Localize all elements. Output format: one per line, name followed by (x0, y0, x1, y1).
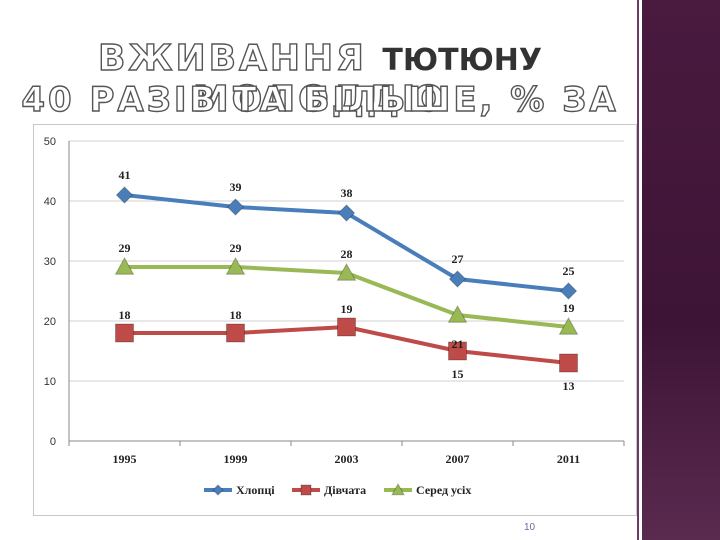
data-point-square (559, 353, 578, 373)
data-label: 29 (119, 241, 131, 255)
legend-marker-triangle (391, 482, 405, 496)
chart-frame: 0 10 20 30 40 50 1995 1999 2003 2007 2011 41 39 38 27 2… (33, 124, 637, 516)
y-tick-label: 10 (44, 376, 56, 388)
data-point-triangle (336, 262, 357, 281)
title-word-3: МОЛОДДЮ (192, 78, 448, 120)
data-label: 28 (341, 247, 353, 261)
data-point-triangle (447, 304, 468, 323)
data-point-diamond (337, 204, 356, 222)
data-label: 39 (230, 180, 242, 194)
data-label: 19 (341, 302, 353, 316)
data-point-square (226, 323, 245, 343)
page-number: 10 (524, 522, 536, 533)
data-point-diamond (559, 282, 578, 300)
data-label: 18 (230, 308, 242, 322)
legend-label: Серед усіх (416, 483, 471, 497)
title-word-2: ТЮТЮНУ (382, 43, 543, 78)
x-tick-label: 2003 (335, 452, 359, 466)
data-label: 19 (563, 301, 575, 315)
y-tick-label: 50 (44, 136, 56, 148)
legend-label: Хлопці (236, 483, 275, 497)
x-tick-label: 2011 (557, 452, 580, 466)
y-tick-label: 0 (50, 436, 56, 448)
data-point-diamond (448, 270, 467, 288)
title-word-1: ВЖИВАННЯ (97, 37, 367, 79)
legend-marker-diamond (212, 484, 224, 496)
data-label: 15 (452, 367, 464, 381)
data-label: 27 (452, 252, 464, 266)
data-label: 41 (119, 168, 131, 182)
x-tick-label: 1995 (113, 452, 137, 466)
y-tick-label: 20 (44, 316, 56, 328)
data-point-square (337, 317, 356, 337)
data-point-square (448, 341, 467, 361)
data-label: 38 (341, 186, 353, 200)
data-label: 18 (119, 308, 131, 322)
data-point-triangle (225, 256, 246, 275)
slide-title-line1: ВЖИВАННЯ ТЮТЮНУ МОЛОДДЮ (20, 37, 620, 120)
y-tick-label: 30 (44, 256, 56, 268)
data-label: 13 (563, 379, 575, 393)
side-accent-line (637, 0, 639, 540)
data-point-triangle (558, 316, 579, 335)
data-point-square (115, 323, 134, 343)
side-decorative-bar (642, 0, 720, 540)
data-label: 29 (230, 241, 242, 255)
line-chart: 0 10 20 30 40 50 1995 1999 2003 2007 2011 41 39 38 27 2… (44, 136, 625, 497)
data-point-diamond (115, 186, 134, 204)
x-tick-label: 1999 (224, 452, 248, 466)
legend-label: Дівчата (324, 483, 366, 497)
data-label: 21 (452, 337, 464, 351)
data-point-triangle (114, 256, 135, 275)
data-label: 25 (563, 264, 575, 278)
y-tick-label: 40 (44, 196, 56, 208)
x-tick-label: 2007 (446, 452, 470, 466)
data-point-diamond (226, 198, 245, 216)
legend-marker-square (300, 484, 312, 496)
